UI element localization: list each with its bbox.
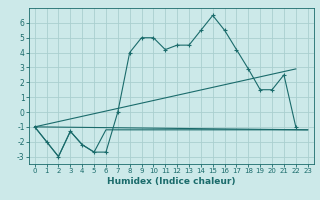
X-axis label: Humidex (Indice chaleur): Humidex (Indice chaleur)	[107, 177, 236, 186]
